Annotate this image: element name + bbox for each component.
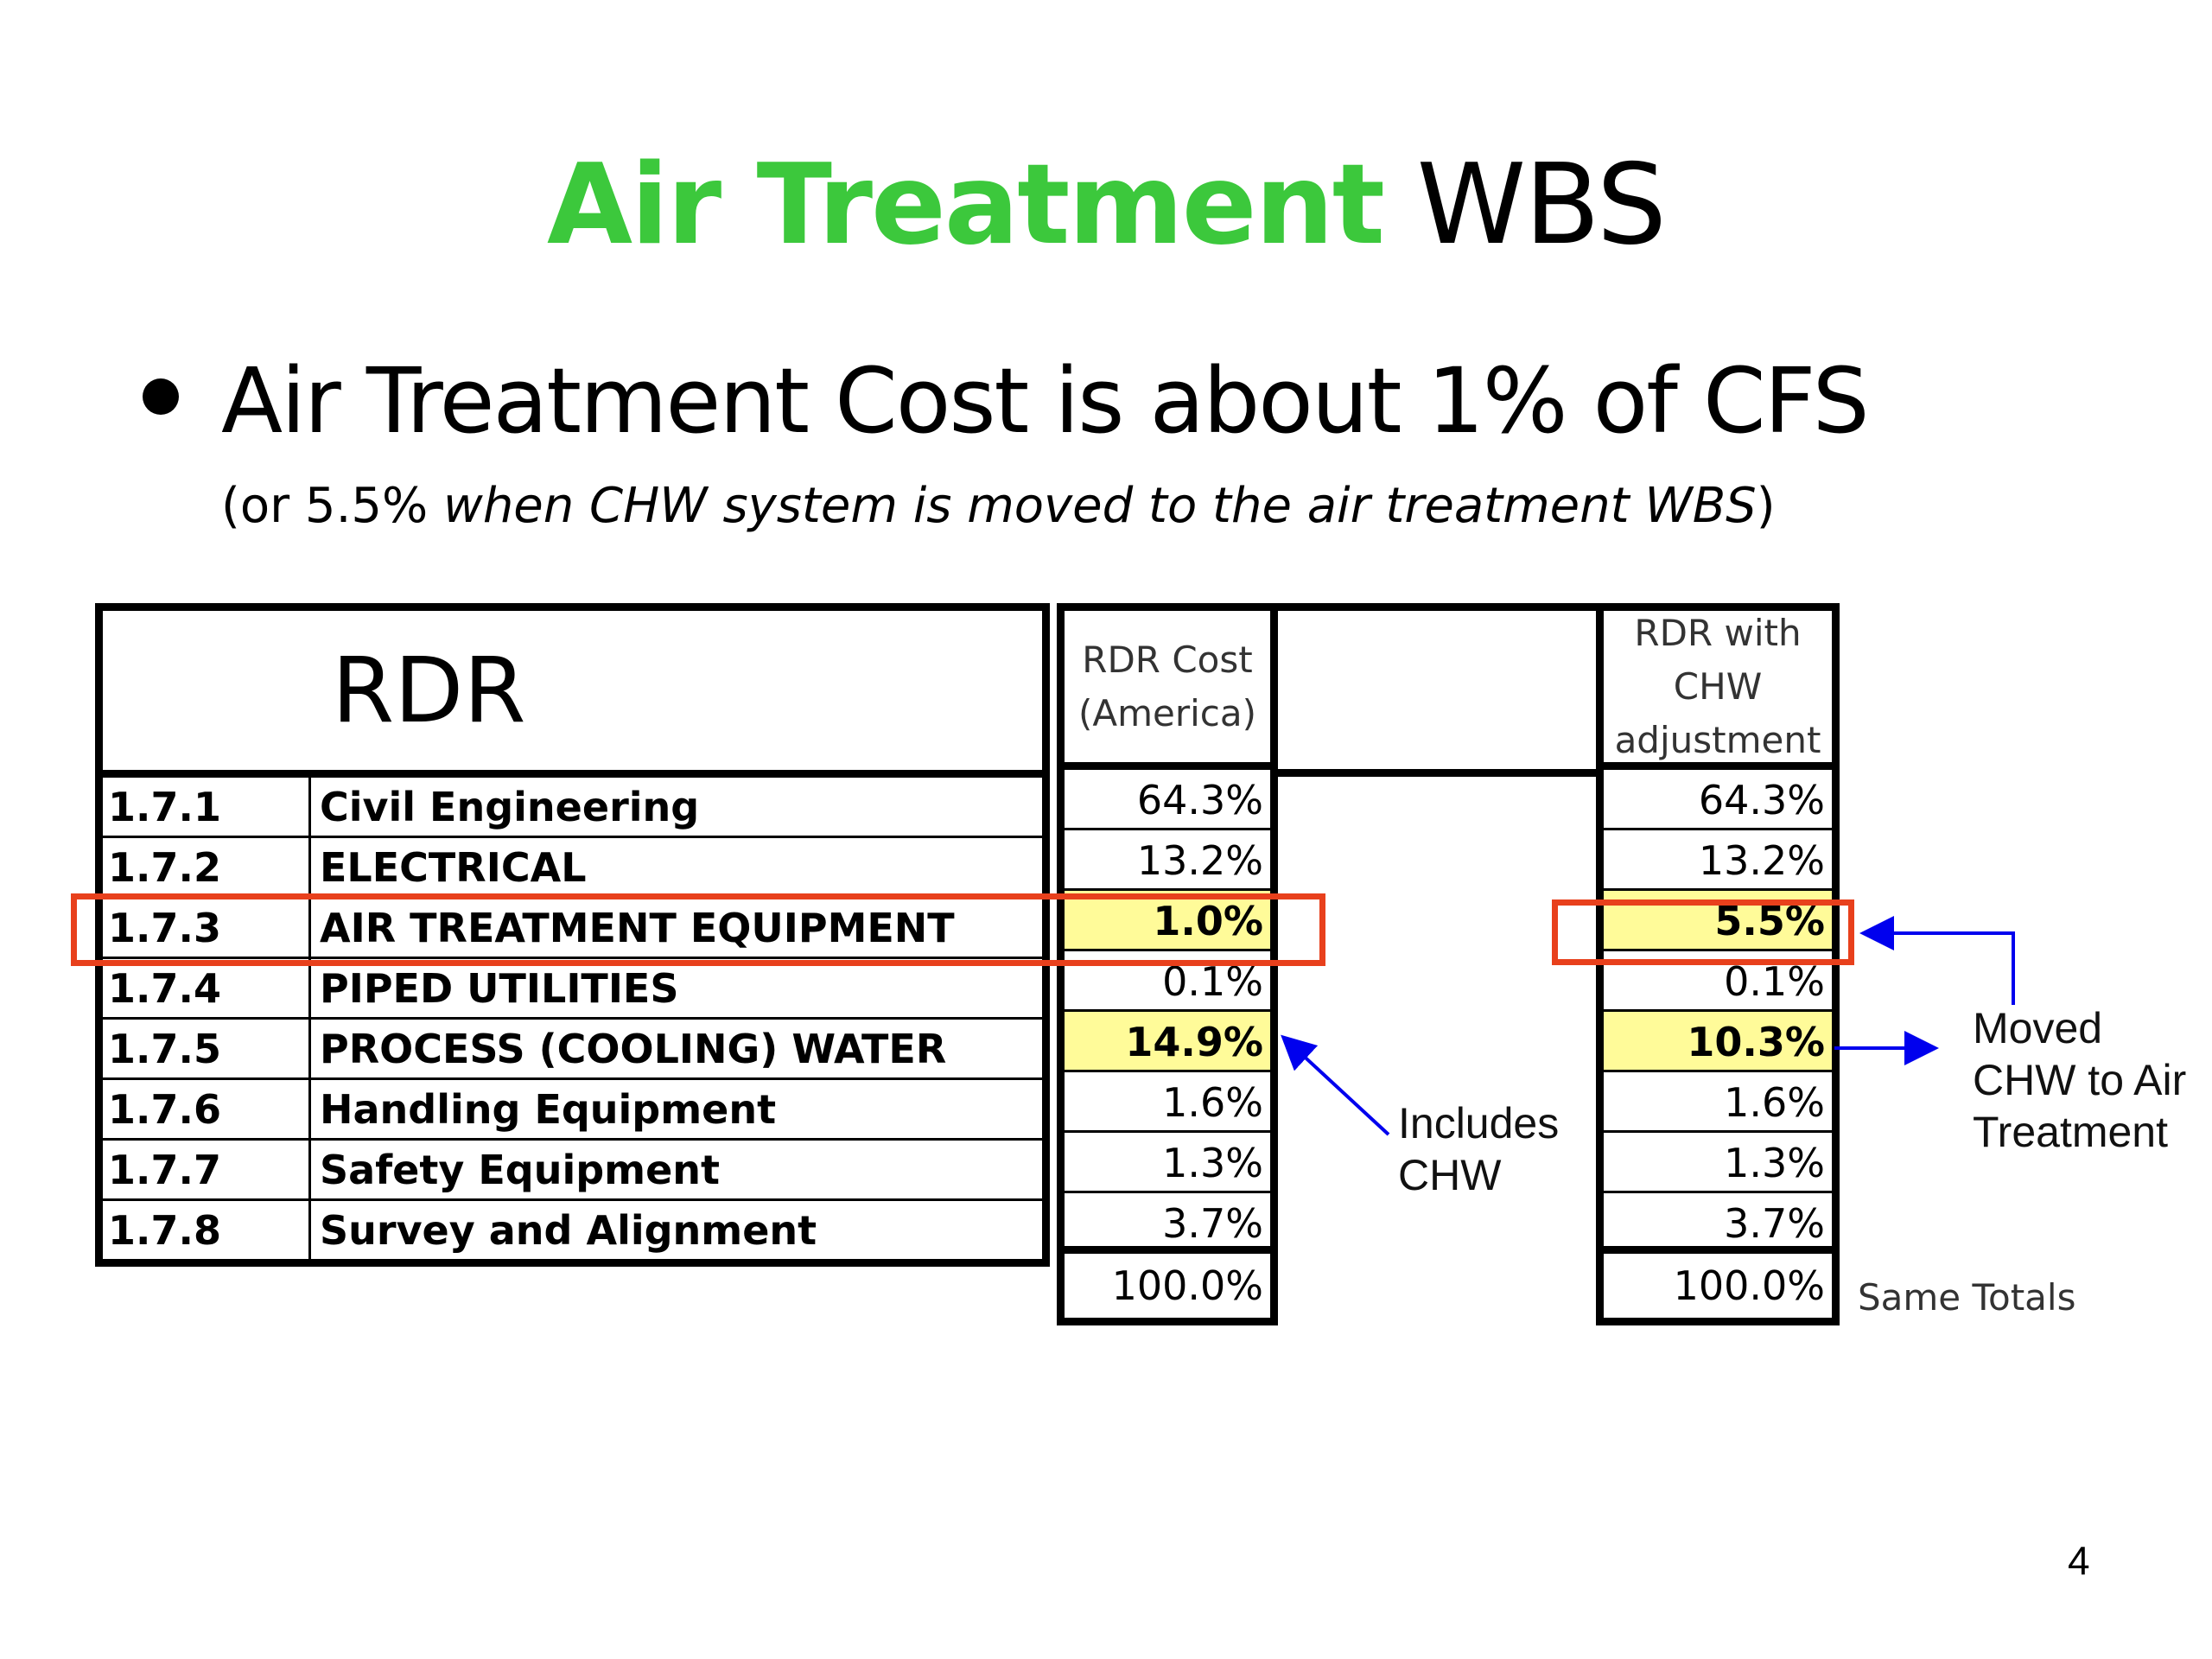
wbs-code: 1.7.7 bbox=[98, 1138, 311, 1201]
rdr-cost-value: 3.7% bbox=[1065, 1193, 1270, 1254]
wbs-code: 1.7.3 bbox=[98, 896, 311, 959]
rdr-chw-value: 1.6% bbox=[1604, 1072, 1832, 1133]
sub-open: (or 5.5% bbox=[221, 478, 444, 534]
rdr-cost-value-highlight: 14.9% bbox=[1065, 1012, 1270, 1072]
rdr-chw-header-line: CHW bbox=[1673, 664, 1763, 708]
wbs-description: PROCESS (COOLING) WATER bbox=[308, 1017, 1047, 1080]
highlight-box-chw-value bbox=[1552, 899, 1854, 965]
wbs-description: AIR TREATMENT EQUIPMENT bbox=[308, 896, 1047, 959]
wbs-description: PIPED UTILITIES bbox=[308, 957, 1047, 1020]
same-totals-note: Same Totals bbox=[1858, 1276, 2076, 1319]
wbs-description: Handling Equipment bbox=[308, 1077, 1047, 1141]
rdr-chw-value: 1.3% bbox=[1604, 1133, 1832, 1193]
rdr-cost-value: 0.1% bbox=[1065, 951, 1270, 1012]
rdr-chw-value-highlight: 10.3% bbox=[1604, 1012, 1832, 1072]
sub-close: ) bbox=[1756, 478, 1776, 534]
table-row: 1.7.8 Survey and Alignment bbox=[98, 1198, 1047, 1264]
wbs-description: Civil Engineering bbox=[308, 772, 1047, 838]
wbs-description: ELECTRICAL bbox=[308, 836, 1047, 899]
table-header: RDR bbox=[98, 606, 1047, 778]
page-number: 4 bbox=[2068, 1538, 2090, 1583]
table-row: 1.7.6 Handling Equipment bbox=[98, 1077, 1047, 1141]
rdr-chw-value: 64.3% bbox=[1604, 770, 1832, 830]
rdr-chw-header: RDR with CHW adjustment bbox=[1604, 611, 1832, 770]
bullet-main: Air Treatment Cost is about 1% of CFS bbox=[221, 348, 1870, 454]
rdr-cost-total: 100.0% bbox=[1111, 1262, 1263, 1309]
rdr-cost-value: 1.6% bbox=[1065, 1072, 1270, 1133]
note-line: Includes bbox=[1398, 1099, 1560, 1147]
table-row: 1.7.7 Safety Equipment bbox=[98, 1138, 1047, 1201]
title-accent: Air Treatment bbox=[547, 141, 1385, 270]
note-line: Treatment bbox=[1973, 1108, 2169, 1156]
rdr-chw-header-line: adjustment bbox=[1614, 718, 1821, 761]
table-row: 1.7.1 Civil Engineering bbox=[98, 772, 1047, 838]
includes-chw-note: Includes CHW bbox=[1398, 1097, 1559, 1201]
title-rest: WBS bbox=[1416, 141, 1667, 270]
bullet-dot bbox=[143, 378, 179, 415]
wbs-code: 1.7.1 bbox=[98, 772, 311, 838]
note-line: CHW to Air bbox=[1973, 1056, 2187, 1104]
slide-title: Air Treatment WBS bbox=[0, 137, 2212, 275]
header-spacer bbox=[1278, 603, 1604, 777]
wbs-table: RDR 1.7.1 Civil Engineering 1.7.2 ELECTRIC… bbox=[95, 603, 1050, 1267]
rdr-chw-total: 100.0% bbox=[1673, 1262, 1825, 1309]
table-row: 1.7.3 AIR TREATMENT EQUIPMENT bbox=[98, 896, 1047, 959]
wbs-description: Survey and Alignment bbox=[308, 1198, 1047, 1264]
note-line: Moved bbox=[1973, 1004, 2103, 1052]
table-row: 1.7.5 PROCESS (COOLING) WATER bbox=[98, 1017, 1047, 1080]
rdr-cost-header-line: RDR Cost bbox=[1082, 638, 1253, 681]
highlight-box-air-treatment-row bbox=[71, 893, 1325, 966]
table-row: 1.7.4 PIPED UTILITIES bbox=[98, 957, 1047, 1020]
rdr-chw-header-line: RDR with bbox=[1634, 611, 1802, 654]
wbs-code: 1.7.4 bbox=[98, 957, 311, 1020]
rdr-chw-value: 0.1% bbox=[1604, 951, 1832, 1012]
rdr-cost-value: 64.3% bbox=[1065, 770, 1270, 830]
wbs-code: 1.7.5 bbox=[98, 1017, 311, 1080]
sub-italic: when CHW system is moved to the air trea… bbox=[443, 478, 1757, 534]
arrow-to-air-treatment-value bbox=[1859, 916, 2015, 1005]
table-row: 1.7.2 ELECTRICAL bbox=[98, 836, 1047, 899]
rdr-cost-value: 13.2% bbox=[1065, 830, 1270, 891]
moved-chw-note: Moved CHW to Air Treatment bbox=[1973, 1002, 2186, 1158]
wbs-description: Safety Equipment bbox=[308, 1138, 1047, 1201]
wbs-code: 1.7.2 bbox=[98, 836, 311, 899]
rdr-cost-header-line: (America) bbox=[1077, 691, 1257, 734]
arrow-to-process-water bbox=[1281, 1034, 1390, 1136]
rdr-cost-header: RDR Cost (America) bbox=[1065, 611, 1270, 770]
rdr-cost-value: 1.3% bbox=[1065, 1133, 1270, 1193]
rdr-chw-value: 13.2% bbox=[1604, 830, 1832, 891]
note-line: CHW bbox=[1398, 1151, 1502, 1199]
bullet-sub: (or 5.5% when CHW system is moved to the… bbox=[221, 475, 1776, 537]
wbs-code: 1.7.6 bbox=[98, 1077, 311, 1141]
wbs-code: 1.7.8 bbox=[98, 1198, 311, 1264]
rdr-chw-value: 3.7% bbox=[1604, 1193, 1832, 1254]
rdr-cost-value-highlight: 1.0% bbox=[1065, 891, 1270, 951]
